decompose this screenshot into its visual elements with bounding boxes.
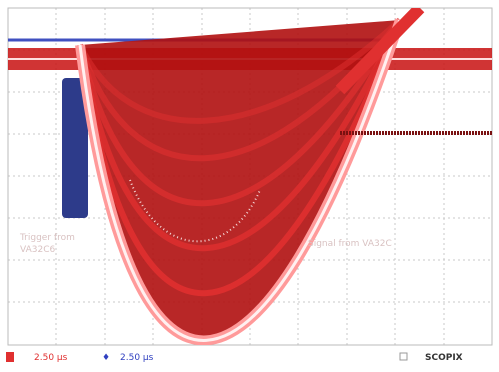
display: Trigger from VA32C6 Signal from VA32C 2.…	[0, 0, 499, 372]
ch1-scale: 2.50 μs	[34, 353, 68, 363]
ch2-scale: 2.50 μs	[120, 353, 154, 363]
ch1-icon	[6, 352, 14, 362]
brand: SCOPIX	[425, 353, 463, 363]
signal-label: Signal from VA32C	[308, 239, 392, 249]
ch2-icon: ♦	[102, 353, 110, 363]
trigger-label-2: VA32C6	[20, 245, 55, 255]
trigger-label-1: Trigger from	[19, 233, 75, 243]
scope-screen: Trigger from VA32C6 Signal from VA32C 2.…	[0, 0, 499, 372]
